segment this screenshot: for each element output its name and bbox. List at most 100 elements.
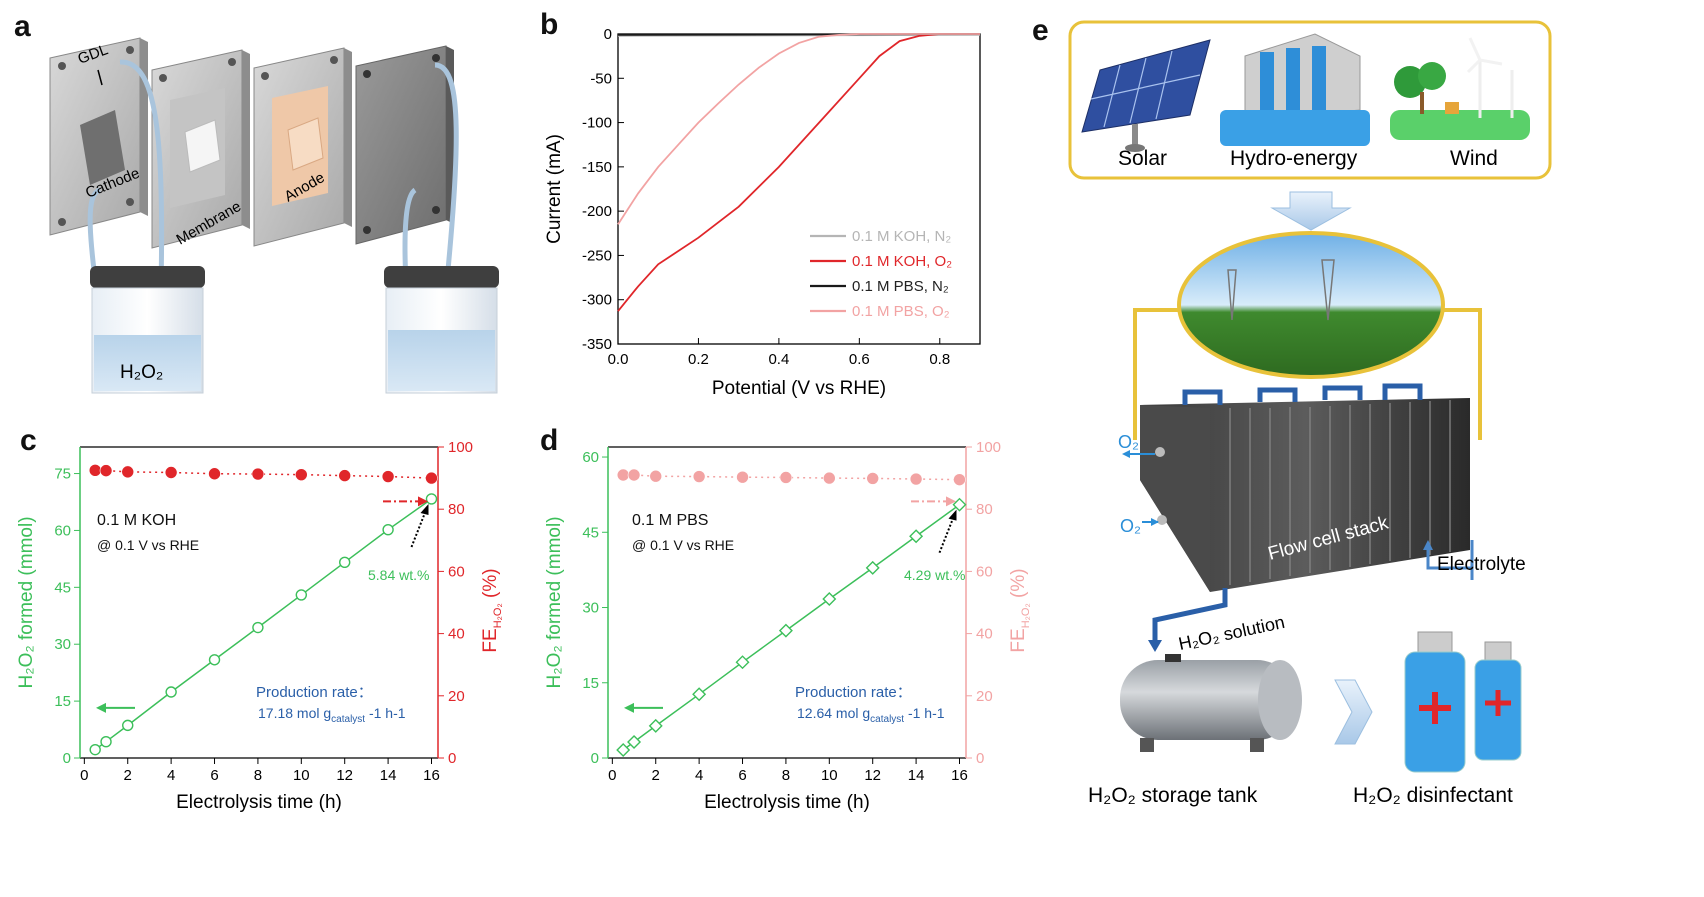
d-y2tick-label: 0 — [976, 750, 984, 767]
b-series-line — [617, 33, 980, 312]
d-production-point — [627, 734, 642, 749]
d-ytick-label: 15 — [582, 675, 599, 692]
c-y2tick-label: 0 — [448, 750, 456, 767]
d-production-line — [622, 504, 960, 751]
d-xtick-label: 10 — [821, 767, 838, 784]
d-rate-value: 12.64 mol gcatalyst -1 h-1 — [797, 705, 945, 725]
c-wt-note: 5.84 wt.% — [368, 567, 430, 583]
c-y2tick-label: 40 — [448, 626, 465, 643]
d-fe-point — [736, 470, 749, 484]
d-pointer-head — [948, 509, 957, 521]
d-fe-point — [823, 471, 836, 485]
b-ylabel: Current (mA) — [544, 134, 565, 244]
c-xtick-label: 14 — [380, 767, 397, 784]
d-rate-number: 12.64 mol g — [797, 705, 871, 721]
panel-c-label: c — [20, 424, 37, 457]
d-production-point — [778, 623, 793, 638]
c-fe-point — [99, 464, 113, 477]
storage-tank-icon — [1120, 654, 1302, 752]
down-arrow-icon — [1270, 191, 1352, 231]
solution-label: H₂O₂ solution — [1177, 612, 1287, 654]
b-ytick-label: 0 — [604, 26, 612, 43]
d-ytick-label: 45 — [582, 524, 599, 541]
d-pointer-arrow — [938, 514, 956, 554]
chart-lsv: 0.0 0.2 0.4 0.6 0.8 0 -50 -100 -150 -200 -250 -300 -… — [544, 26, 981, 399]
beaker-label: H₂O₂ — [120, 362, 163, 383]
c-electrolyte-note: 0.1 M KOH — [97, 512, 177, 529]
source-wind: Wind — [1450, 147, 1498, 170]
b-ytick-label: -200 — [582, 203, 612, 220]
d-rate-sub: catalyst — [870, 713, 905, 725]
flow-cell-illustration: GDL Cathode Membrane Anode H₂O₂ — [49, 37, 499, 394]
c-ylabel: H₂O₂ formed (mmol) — [16, 516, 37, 688]
c-production-point — [252, 621, 264, 634]
anode-plate — [253, 47, 352, 247]
c-production-point — [122, 719, 134, 732]
c-left-arrow-head — [96, 702, 106, 713]
c-production-point — [89, 743, 101, 756]
c-production-point — [208, 654, 221, 666]
d-xtick-label: 16 — [951, 767, 968, 784]
c-pointer-head — [420, 503, 429, 515]
d-ytick-label: 30 — [582, 600, 599, 617]
c-production-point — [339, 556, 351, 568]
c-ytick-label: 30 — [54, 636, 71, 653]
d-xtick-label: 8 — [782, 767, 790, 784]
d-fe-point — [649, 469, 663, 483]
c-production-point — [295, 589, 308, 601]
c-xtick-label: 0 — [80, 767, 88, 784]
d-xtick-label: 14 — [908, 767, 925, 784]
c-y2tick-label: 20 — [448, 688, 465, 705]
solar-panel-icon — [1081, 39, 1211, 152]
d-xtick-label: 0 — [608, 767, 616, 784]
c-rate-unit: -1 h-1 — [368, 705, 406, 721]
source-solar: Solar — [1118, 147, 1167, 170]
c-xtick-label: 12 — [336, 767, 353, 784]
panel-b-label: b — [540, 8, 559, 41]
c-production-point — [165, 686, 177, 698]
c-fe-point — [295, 468, 308, 481]
end-plate — [355, 45, 454, 245]
d-left-arrow-head — [624, 702, 634, 713]
c-rate-value: 17.18 mol gcatalyst -1 h-1 — [258, 705, 406, 725]
c-fe-line — [95, 469, 432, 479]
d-xtick-label: 12 — [864, 767, 881, 784]
electrolyte-label: Electrolyte — [1437, 554, 1526, 575]
d-fe-point — [627, 468, 641, 482]
disinfectant-bottle-icon — [1404, 631, 1522, 773]
c-fe-point — [381, 470, 395, 483]
d-production-point — [616, 742, 631, 757]
panel-e-label: e — [1032, 14, 1049, 47]
c-y2label: FEH₂O₂ (%) — [480, 568, 504, 652]
panel-a-label: a — [14, 10, 31, 43]
c-fe-point — [88, 464, 102, 477]
c-production-point — [382, 523, 394, 536]
system-illustration: Solar Hydro-energy Wind Flow cell stack … — [1068, 20, 1552, 807]
c-xtick-label: 10 — [293, 767, 310, 784]
d-fe-point — [953, 473, 966, 486]
source-hydro: Hydro-energy — [1230, 147, 1358, 170]
c-fe-point — [208, 467, 221, 481]
c-production-point — [100, 735, 112, 748]
b-ytick-label: -50 — [590, 70, 612, 87]
c-xtick-label: 6 — [210, 767, 218, 784]
b-legend-label: 0.1 M PBS, O₂ — [852, 303, 950, 320]
b-ytick-label: -100 — [582, 115, 612, 132]
chart-koh-production: 0 2 4 6 8 10 12 14 16 0 15 30 45 60 75 0 20 40 60 80 100 Elec… — [16, 439, 504, 813]
d-y2tick-label: 40 — [976, 626, 993, 643]
o2-in-label: O₂ — [1120, 516, 1141, 536]
b-ytick-label: -250 — [582, 247, 612, 264]
c-xlabel: Electrolysis time (h) — [176, 792, 342, 813]
d-fe-point — [616, 468, 630, 482]
c-xtick-label: 2 — [124, 767, 132, 784]
right-arrow-icon — [1334, 679, 1373, 745]
c-production-line — [94, 498, 432, 751]
d-fe-line — [623, 474, 960, 481]
d-y2tick-label: 100 — [976, 439, 1001, 456]
b-legend-label: 0.1 M KOH, O₂ — [852, 253, 952, 270]
c-xtick-label: 8 — [254, 767, 262, 784]
c-ytick-label: 0 — [63, 750, 71, 767]
d-xlabel: Electrolysis time (h) — [704, 792, 870, 813]
tank-label: H₂O₂ storage tank — [1088, 784, 1258, 807]
d-production-point — [865, 560, 880, 575]
